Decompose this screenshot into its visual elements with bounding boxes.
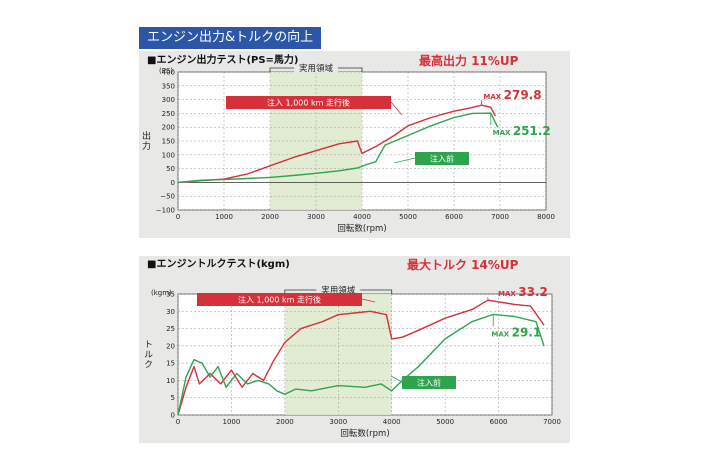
chart-title: ■エンジン出力テスト(PS=馬力) (147, 53, 299, 66)
y-tick-label: 300 (162, 96, 175, 104)
max-annotation-before: MAX 29.1 (491, 325, 541, 339)
x-tick-label: 8000 (537, 213, 555, 221)
legend-box-after (197, 293, 362, 306)
legend-label-before: 注入前 (430, 154, 454, 164)
y-tick-label: 100 (162, 151, 175, 159)
zone-label-bg (316, 284, 361, 295)
chart-headline: 最高出力 11%UP (419, 53, 519, 68)
legend-leader-before (393, 157, 416, 164)
y-tick-label: 50 (166, 165, 175, 173)
series-line-after (177, 104, 497, 184)
x-axis-label: 回転数(rpm) (340, 428, 389, 439)
y-tick-label: 0 (171, 412, 175, 420)
x-tick-label: 4000 (353, 213, 371, 221)
legend-leader-before (390, 375, 403, 383)
torque-chart-panel: 実用領域 0 1000 2000 3000 4000 5000 6000 7000 0 5 10 15 2… (139, 256, 570, 443)
legend-leader-after (361, 298, 376, 303)
x-tick-label: 0 (176, 213, 180, 221)
y-tick-label: 10 (166, 377, 175, 385)
y-tick-label: 25 (166, 325, 175, 333)
zone-label: 実用領域 (321, 285, 356, 296)
x-tick-label: 5000 (436, 418, 454, 426)
x-tick-label: 2000 (261, 213, 279, 221)
series-line-before (177, 313, 545, 416)
section-title: エンジン出力&トルクの向上 (147, 30, 314, 45)
legend-label-after: 注入 1,000 km 走行後 (267, 98, 350, 108)
y-axis-label: トルク (142, 340, 153, 370)
y-axis-label: 出力 (140, 130, 151, 151)
max-annotation-after: MAX 279.8 (483, 88, 541, 102)
legend-label-before: 注入前 (417, 378, 441, 388)
y-tick-label: 200 (162, 124, 175, 132)
x-tick-label: 3000 (307, 213, 325, 221)
legend-leader-after (390, 101, 403, 116)
y-tick-label: 20 (166, 342, 175, 350)
y-unit: (PS) (159, 67, 173, 75)
y-tick-label: 5 (171, 394, 175, 402)
x-tick-label: 1000 (223, 418, 241, 426)
chart-title: ■エンジントルクテスト(kgm) (147, 258, 290, 270)
chart-headline: 最大トルク 14%UP (407, 257, 519, 272)
zone-label-bg (294, 62, 338, 73)
max-annotation-after: MAX 33.2 (498, 285, 548, 299)
legend-box-after (226, 96, 391, 109)
section-header: エンジン出力&トルクの向上 (139, 27, 321, 49)
max-annotation-before: MAX 251.2 (493, 124, 551, 138)
x-tick-label: 0 (176, 418, 180, 426)
y-tick-label: 350 (162, 82, 175, 90)
x-tick-label: 6000 (490, 418, 508, 426)
y-unit: (kgm) (151, 289, 172, 297)
y-tick-label: −50 (160, 193, 175, 201)
y-tick-label: −100 (156, 207, 175, 215)
torque-chart: 実用領域 0 1000 2000 3000 4000 5000 6000 7000 0 5 10 15 2… (142, 257, 561, 439)
y-tick-label: 250 (162, 110, 175, 118)
series-line-after (177, 299, 545, 416)
x-tick-label: 4000 (383, 418, 401, 426)
power-chart-panel: 実用領域 0 1000 2000 3000 4000 5000 6000 7000 8000 −10… (139, 51, 570, 238)
x-tick-label: 6000 (445, 213, 463, 221)
legend-label-after: 注入 1,000 km 走行後 (238, 295, 321, 305)
series-line-before (177, 112, 499, 184)
x-tick-label: 3000 (329, 418, 347, 426)
x-tick-label: 7000 (543, 418, 561, 426)
y-tick-label: 0 (171, 179, 175, 187)
x-axis-label: 回転数(rpm) (337, 223, 386, 234)
y-tick-label: 15 (166, 360, 175, 368)
legend-box-before (402, 376, 456, 389)
y-tick-label: 35 (166, 291, 175, 299)
y-tick-label: 30 (166, 308, 175, 316)
legend-box-before (415, 152, 469, 165)
x-tick-label: 2000 (276, 418, 294, 426)
y-tick-label: 400 (162, 69, 175, 77)
zone-label: 実用領域 (299, 63, 334, 74)
x-tick-label: 7000 (491, 213, 509, 221)
x-tick-label: 5000 (399, 213, 417, 221)
x-tick-label: 1000 (215, 213, 233, 221)
y-tick-label: 150 (162, 138, 175, 146)
